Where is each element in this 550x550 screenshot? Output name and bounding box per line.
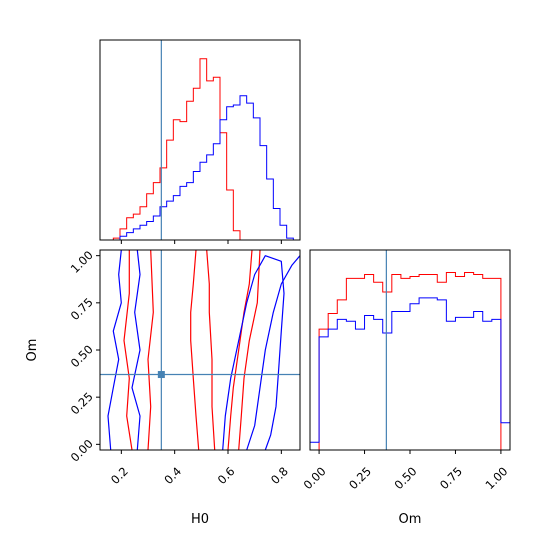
x-axis-label-h0: H0 [191, 512, 209, 527]
histogram-series-2 [309, 297, 511, 450]
histogram-series-2 [100, 95, 300, 241]
truth-marker [157, 371, 165, 379]
contour-line-series-2-2 [246, 255, 300, 450]
histogram-series-1 [310, 272, 510, 451]
contour-line-series-2-3 [107, 250, 122, 450]
panel-h0-histogram [99, 39, 301, 244]
axes-frame-h0 [99, 39, 301, 241]
contour-line-series-1-1 [190, 250, 200, 450]
x-axis-label-om: Om [399, 512, 422, 527]
contour-line-series-1-4 [238, 250, 261, 450]
contour-line-series-1-2 [206, 250, 216, 450]
contour-line-series-1-6 [147, 250, 154, 450]
y-axis-label-om: Om [25, 339, 40, 362]
contour-line-series-1-3 [227, 250, 253, 450]
contour-line-series-2-4 [131, 250, 141, 450]
contour-line-series-2-1 [222, 255, 285, 450]
contour-line-series-1-5 [123, 250, 133, 450]
